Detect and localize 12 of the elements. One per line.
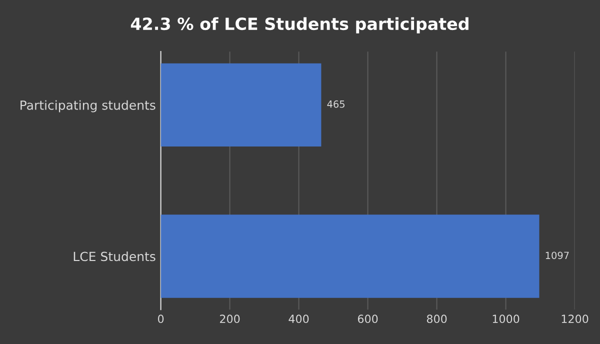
- data-label: 465: [327, 100, 344, 108]
- x-tick-label: 1000: [492, 314, 520, 324]
- chart-title: 42.3 % of LCE Students participated: [130, 17, 468, 34]
- x-tick-label: 200: [220, 314, 240, 324]
- data-label: 1097: [546, 252, 569, 260]
- y-tick-label: Participating students: [20, 100, 156, 112]
- x-tick-label: 1200: [562, 314, 588, 324]
- x-tick-label: 0: [158, 314, 164, 324]
- x-tick-label: 400: [288, 314, 309, 324]
- x-tick-label: 800: [426, 314, 447, 324]
- x-tick-label: 600: [358, 314, 378, 324]
- y-tick-label: LCE Students: [74, 252, 156, 262]
